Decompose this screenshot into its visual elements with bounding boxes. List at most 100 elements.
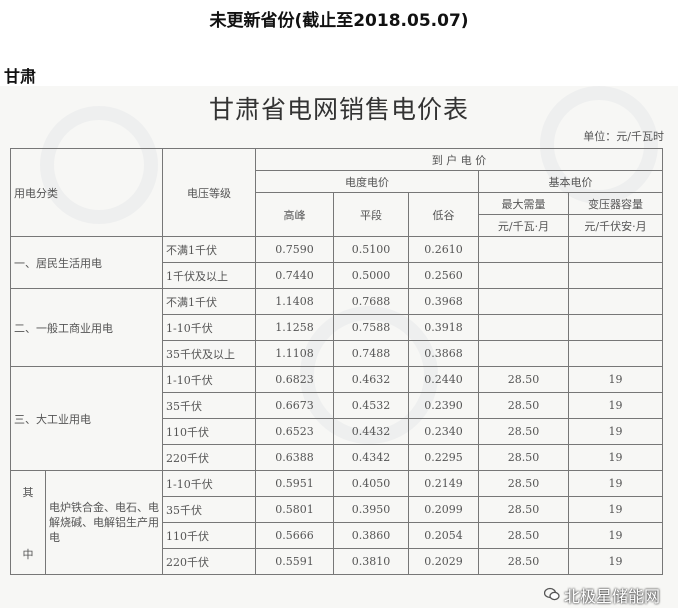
transformer-capacity-cell <box>567 262 664 289</box>
table-body: 一、居民生活用电 不满1千伏 0.7590 0.5100 0.2610 1千伏及以上 0.7… <box>10 236 664 575</box>
header-transformer-unit: 元/千伏安·月 <box>567 214 664 237</box>
max-demand-cell <box>478 314 569 341</box>
max-demand-cell: 28.50 <box>478 548 569 575</box>
table-row: 二、一般工商业用电 不满1千伏 1.1408 0.7688 0.3968 <box>10 288 664 367</box>
section-heading: 未更新省份(截止至2018.05.07) <box>209 11 469 31</box>
table-row: 其中电炉铁合金、电石、电解烧碱、电解铝生产用电 1-10千伏 0.5951 0.405… <box>10 470 664 575</box>
flat-price-cell: 0.4532 <box>333 392 409 419</box>
valley-price-cell: 0.3968 <box>408 288 479 315</box>
max-demand-cell: 28.50 <box>478 522 569 549</box>
voltage-cell: 1-10千伏 <box>162 314 256 341</box>
flat-price-cell: 0.4342 <box>333 444 409 471</box>
header-max-demand-unit: 元/千瓦·月 <box>478 214 569 237</box>
valley-price-cell: 0.2149 <box>408 470 479 497</box>
header-transformer: 变压器容量 <box>567 192 664 215</box>
category-cell: 电炉铁合金、电石、电解烧碱、电解铝生产用电 <box>45 470 163 575</box>
max-demand-cell <box>478 236 569 263</box>
table-row: 一、居民生活用电 不满1千伏 0.7590 0.5100 0.2610 <box>10 236 664 289</box>
valley-price-cell: 0.2295 <box>408 444 479 471</box>
peak-price-cell: 1.1108 <box>255 340 334 367</box>
wechat-icon <box>543 586 560 605</box>
table-row: 110千伏 0.6523 0.4432 0.2340 28.50 19 <box>11 418 664 445</box>
peak-price-cell: 0.7590 <box>255 236 334 263</box>
peak-price-cell: 0.6673 <box>255 392 334 419</box>
price-table-image: 甘肃省电网销售电价表 单位：元/千瓦时 用电分类 电压等级 到 户 电 价 电度… <box>0 86 678 608</box>
max-demand-cell <box>478 340 569 367</box>
max-demand-cell: 28.50 <box>478 496 569 523</box>
peak-price-cell: 0.6823 <box>255 366 334 393</box>
peak-price-cell: 0.5666 <box>255 522 334 549</box>
flat-price-cell: 0.4050 <box>333 470 409 497</box>
max-demand-cell: 28.50 <box>478 392 569 419</box>
voltage-cell: 1-10千伏 <box>162 366 256 393</box>
province-label: 甘肃 <box>4 67 37 86</box>
flat-price-cell: 0.3950 <box>333 496 409 523</box>
max-demand-cell: 28.50 <box>478 444 569 471</box>
flat-price-cell: 0.7688 <box>333 288 409 315</box>
max-demand-cell <box>478 262 569 289</box>
valley-price-cell: 0.2610 <box>408 236 479 263</box>
flat-price-cell: 0.7588 <box>333 314 409 341</box>
price-table: 用电分类 电压等级 到 户 电 价 电度电价 基本电价 高峰 平段 低谷 最大需… <box>10 148 664 575</box>
brand-watermark-text: 北极星储能网 <box>563 587 660 606</box>
transformer-capacity-cell: 19 <box>567 548 664 575</box>
subcategory-prefix: 其中 <box>10 470 46 575</box>
valley-price-cell: 0.2099 <box>408 496 479 523</box>
peak-price-cell: 1.1408 <box>255 288 334 315</box>
document-title: 甘肃省电网销售电价表 <box>208 95 469 124</box>
header-basic-price: 基本电价 <box>477 170 664 193</box>
transformer-capacity-cell <box>567 340 664 367</box>
flat-price-cell: 0.5000 <box>333 262 409 289</box>
header-voltage: 电压等级 <box>162 148 256 237</box>
header-category: 用电分类 <box>10 148 163 237</box>
unit-label: 单位：元/千瓦时 <box>583 130 664 143</box>
voltage-cell: 220千伏 <box>162 548 256 575</box>
valley-price-cell: 0.2440 <box>408 366 479 393</box>
transformer-capacity-cell: 19 <box>567 366 664 393</box>
max-demand-cell: 28.50 <box>478 470 569 497</box>
header-flat: 平段 <box>333 192 409 237</box>
peak-price-cell: 0.5951 <box>255 470 334 497</box>
table-row: 220千伏 0.5591 0.3810 0.2029 28.50 19 <box>11 548 664 575</box>
valley-price-cell: 0.3918 <box>408 314 479 341</box>
flat-price-cell: 0.3860 <box>333 522 409 549</box>
flat-price-cell: 0.3810 <box>333 548 409 575</box>
peak-price-cell: 0.6523 <box>255 418 334 445</box>
peak-price-cell: 0.5801 <box>255 496 334 523</box>
voltage-cell: 35千伏及以上 <box>162 340 256 367</box>
table-row: 35千伏 0.5801 0.3950 0.2099 28.50 19 <box>11 496 664 523</box>
transformer-capacity-cell <box>567 314 664 341</box>
voltage-cell: 35千伏 <box>162 392 256 419</box>
header-delivered-price: 到 户 电 价 <box>254 148 664 171</box>
max-demand-cell: 28.50 <box>478 366 569 393</box>
table-row: 35千伏 0.6673 0.4532 0.2390 28.50 19 <box>11 392 664 419</box>
peak-price-cell: 0.6388 <box>255 444 334 471</box>
voltage-cell: 不满1千伏 <box>162 236 256 263</box>
table-row: 1-10千伏 1.1258 0.7588 0.3918 <box>11 314 664 341</box>
header-energy-price: 电度电价 <box>255 170 479 193</box>
voltage-cell: 1千伏及以上 <box>162 262 256 289</box>
voltage-cell: 110千伏 <box>162 418 256 445</box>
valley-price-cell: 0.2054 <box>408 522 479 549</box>
category-cell: 二、一般工商业用电 <box>10 288 163 367</box>
flat-price-cell: 0.4632 <box>333 366 409 393</box>
voltage-cell: 不满1千伏 <box>162 288 256 315</box>
voltage-cell: 220千伏 <box>162 444 256 471</box>
header-valley: 低谷 <box>408 192 479 237</box>
header-max-demand: 最大需量 <box>478 192 569 215</box>
valley-price-cell: 0.2340 <box>408 418 479 445</box>
voltage-cell: 110千伏 <box>162 522 256 549</box>
flat-price-cell: 0.4432 <box>333 418 409 445</box>
transformer-capacity-cell: 19 <box>567 392 664 419</box>
transformer-capacity-cell <box>567 288 664 315</box>
flat-price-cell: 0.7488 <box>333 340 409 367</box>
table-row: 三、大工业用电 1-10千伏 0.6823 0.4632 0.2440 28.50 19 <box>10 366 664 471</box>
transformer-capacity-cell: 19 <box>567 444 664 471</box>
header-peak: 高峰 <box>255 192 334 237</box>
brand-watermark: 北极星储能网 <box>543 583 660 607</box>
transformer-capacity-cell: 19 <box>567 522 664 549</box>
category-cell: 三、大工业用电 <box>10 366 163 471</box>
valley-price-cell: 0.3868 <box>408 340 479 367</box>
max-demand-cell: 28.50 <box>478 418 569 445</box>
max-demand-cell <box>478 288 569 315</box>
